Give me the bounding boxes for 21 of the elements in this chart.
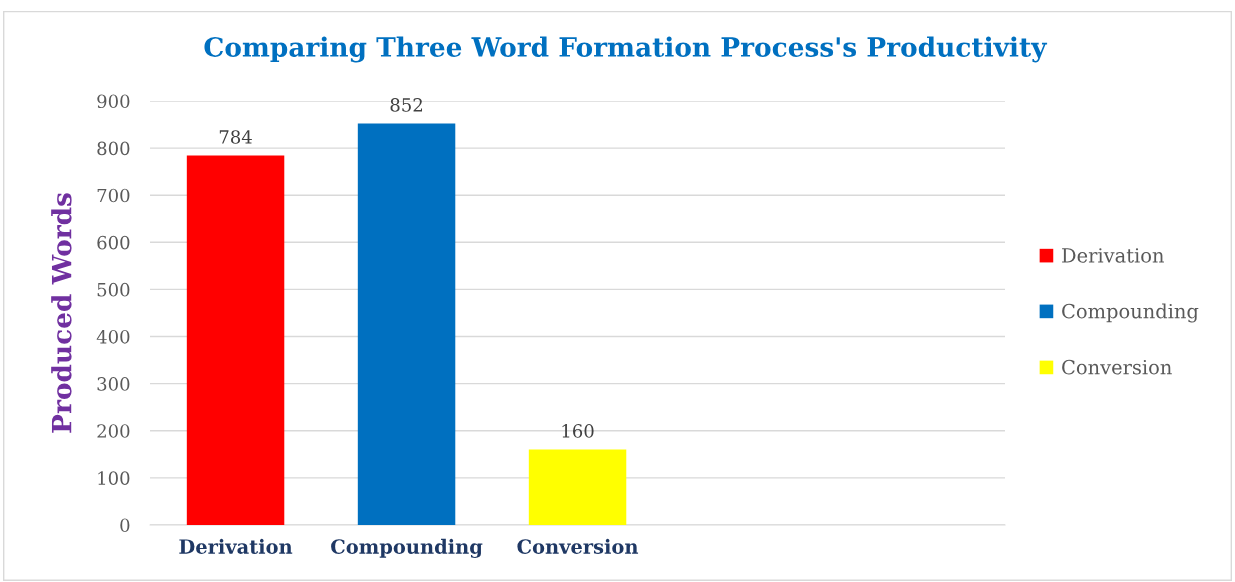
x-tick-label: Conversion	[517, 538, 639, 554]
x-tick-label: Derivation	[179, 538, 293, 554]
y-axis-title: Produced Words	[51, 193, 72, 433]
y-tick-label: 200	[97, 424, 130, 438]
data-label: 852	[390, 98, 423, 112]
x-tick-label: Compounding	[331, 538, 483, 558]
y-tick-label: 500	[97, 282, 130, 297]
y-tick-label: 700	[97, 188, 130, 203]
y-tick-label: 800	[97, 141, 130, 156]
y-tick-label: 900	[97, 94, 130, 109]
y-tick-label: 600	[97, 235, 130, 250]
y-tick-label: 0	[120, 518, 130, 533]
chart-title: Comparing Three Word Formation Process's Productivity	[204, 36, 1048, 63]
legend-label: Derivation	[1062, 248, 1164, 263]
y-tick-label: 400	[96, 329, 130, 344]
data-label: 784	[219, 130, 252, 144]
y-tick-label: 300	[97, 377, 130, 391]
data-label: 160	[562, 424, 594, 438]
legend-label: Compounding	[1062, 303, 1199, 323]
legend-label: Conversion	[1062, 359, 1172, 375]
y-tick-label: 100	[98, 471, 130, 485]
